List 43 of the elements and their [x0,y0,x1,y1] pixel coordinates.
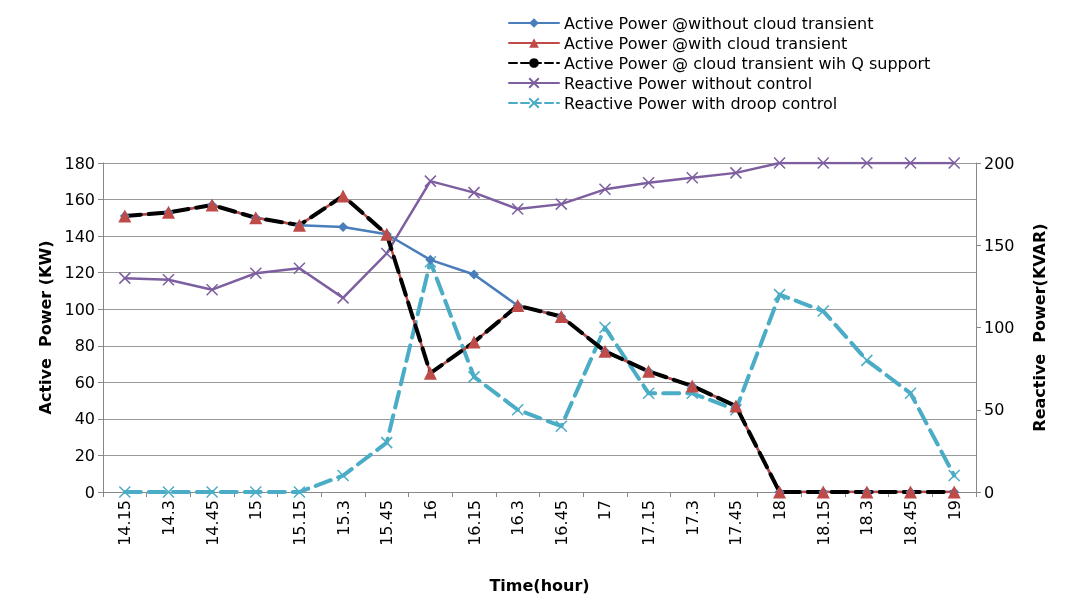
x-tick-label: 17 [595,500,615,521]
x-tick-label: 17.45 [726,500,746,546]
y2-tick-label: 200 [984,153,1015,173]
x-tick-label: 14.15 [115,500,135,546]
y-tick-label: 60 [74,372,95,392]
x-tick-label: 17.3 [682,500,702,536]
y2-tick-label: 50 [984,400,1005,420]
x-tick-label: 16.45 [551,500,571,546]
y-tick-label: 180 [64,153,95,173]
y-tick-label: 120 [64,263,95,283]
y2-tick-label: 100 [984,318,1015,337]
y-tick-label: 160 [64,190,95,210]
y2-axis-title: Reactive Power(KVAR) [1029,223,1049,432]
legend-label: Active Power @ cloud transient wih Q support [564,53,931,73]
x-axis-title: Time(hour) [489,575,590,595]
x-tick-label: 19 [944,500,964,521]
x-tick-label: 15.3 [333,500,353,536]
x-tick-label: 16.3 [508,500,528,536]
legend-label: Reactive Power without control [564,73,813,93]
y2-tick-label: 150 [984,235,1015,255]
x-tick-label: 14.3 [158,500,178,536]
x-tick-label: 18.15 [813,500,833,546]
x-tick-label: 17.15 [639,500,659,546]
x-tick-label: 15 [246,500,266,521]
x-tick-label: 18.45 [901,500,921,546]
x-tick-label: 18.3 [857,500,877,536]
x-tick-label: 16 [420,500,440,521]
x-tick-label: 15.45 [377,500,397,546]
y-tick-label: 140 [64,226,95,246]
x-tick-label: 16.15 [464,500,484,546]
y-tick-label: 80 [74,336,95,356]
x-tick-label: 15.15 [289,500,309,546]
legend-label: Reactive Power with droop control [564,93,838,113]
y-tick-label: 20 [74,445,95,465]
y2-tick-label: 0 [984,482,995,502]
y-tick-label: 0 [84,482,95,502]
legend-label: Active Power @with cloud transient [564,33,848,53]
x-tick-label: 14.45 [202,500,222,546]
legend-label: Active Power @without cloud transient [564,13,874,33]
y-tick-label: 100 [64,299,95,319]
y-axis-title: Active Power (KW) [36,240,56,415]
y-tick-label: 40 [74,409,95,429]
x-tick-label: 18 [770,500,790,521]
